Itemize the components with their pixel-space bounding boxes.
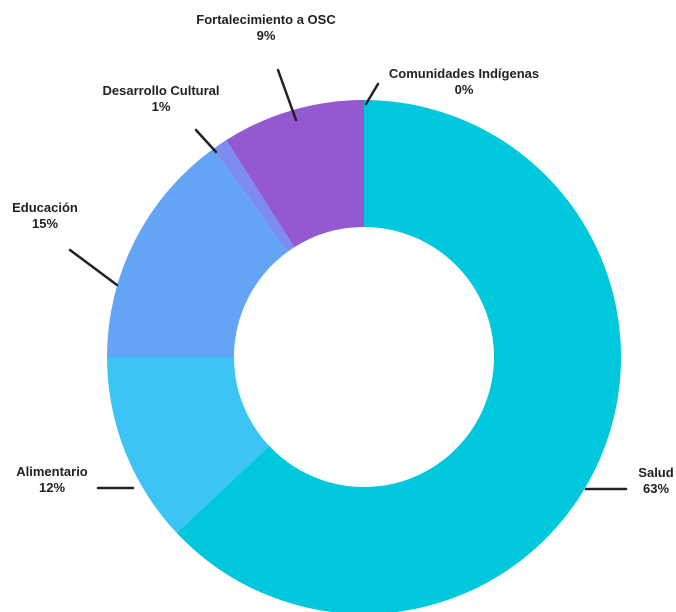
slice-alimentario [107,357,270,533]
slice-percent-comunidades-indigenas: 0% [455,82,474,97]
slice-label-educacion: Educación [12,200,78,215]
slice-label-desarrollo-cultural: Desarrollo Cultural [102,83,219,98]
slice-desarrollo-cultural [212,140,295,252]
leader-line-educacion [68,248,119,287]
leader-line-desarrollo-cultural [194,128,218,154]
leader-line-fortalecimiento-a-osc [276,68,298,122]
leader-line-comunidades-indigenas [364,82,380,106]
slice-label-fortalecimiento-a-osc: Fortalecimiento a OSC [196,12,336,27]
slice-percent-fortalecimiento-a-osc: 9% [257,28,276,43]
slice-percent-alimentario: 12% [39,480,65,495]
slice-educacion [107,149,288,357]
slice-label-comunidades-indigenas: Comunidades Indígenas [389,66,539,81]
slice-salud [176,100,621,612]
slice-percent-educacion: 15% [32,216,58,231]
slice-fortalecimiento-a-osc [226,100,364,248]
slice-percent-desarrollo-cultural: 1% [152,99,171,114]
leader-lines [68,68,628,491]
slice-percent-salud: 63% [643,481,669,496]
slice-label-alimentario: Alimentario [16,464,88,479]
donut-slices [107,100,621,612]
slice-label-salud: Salud [638,465,673,480]
